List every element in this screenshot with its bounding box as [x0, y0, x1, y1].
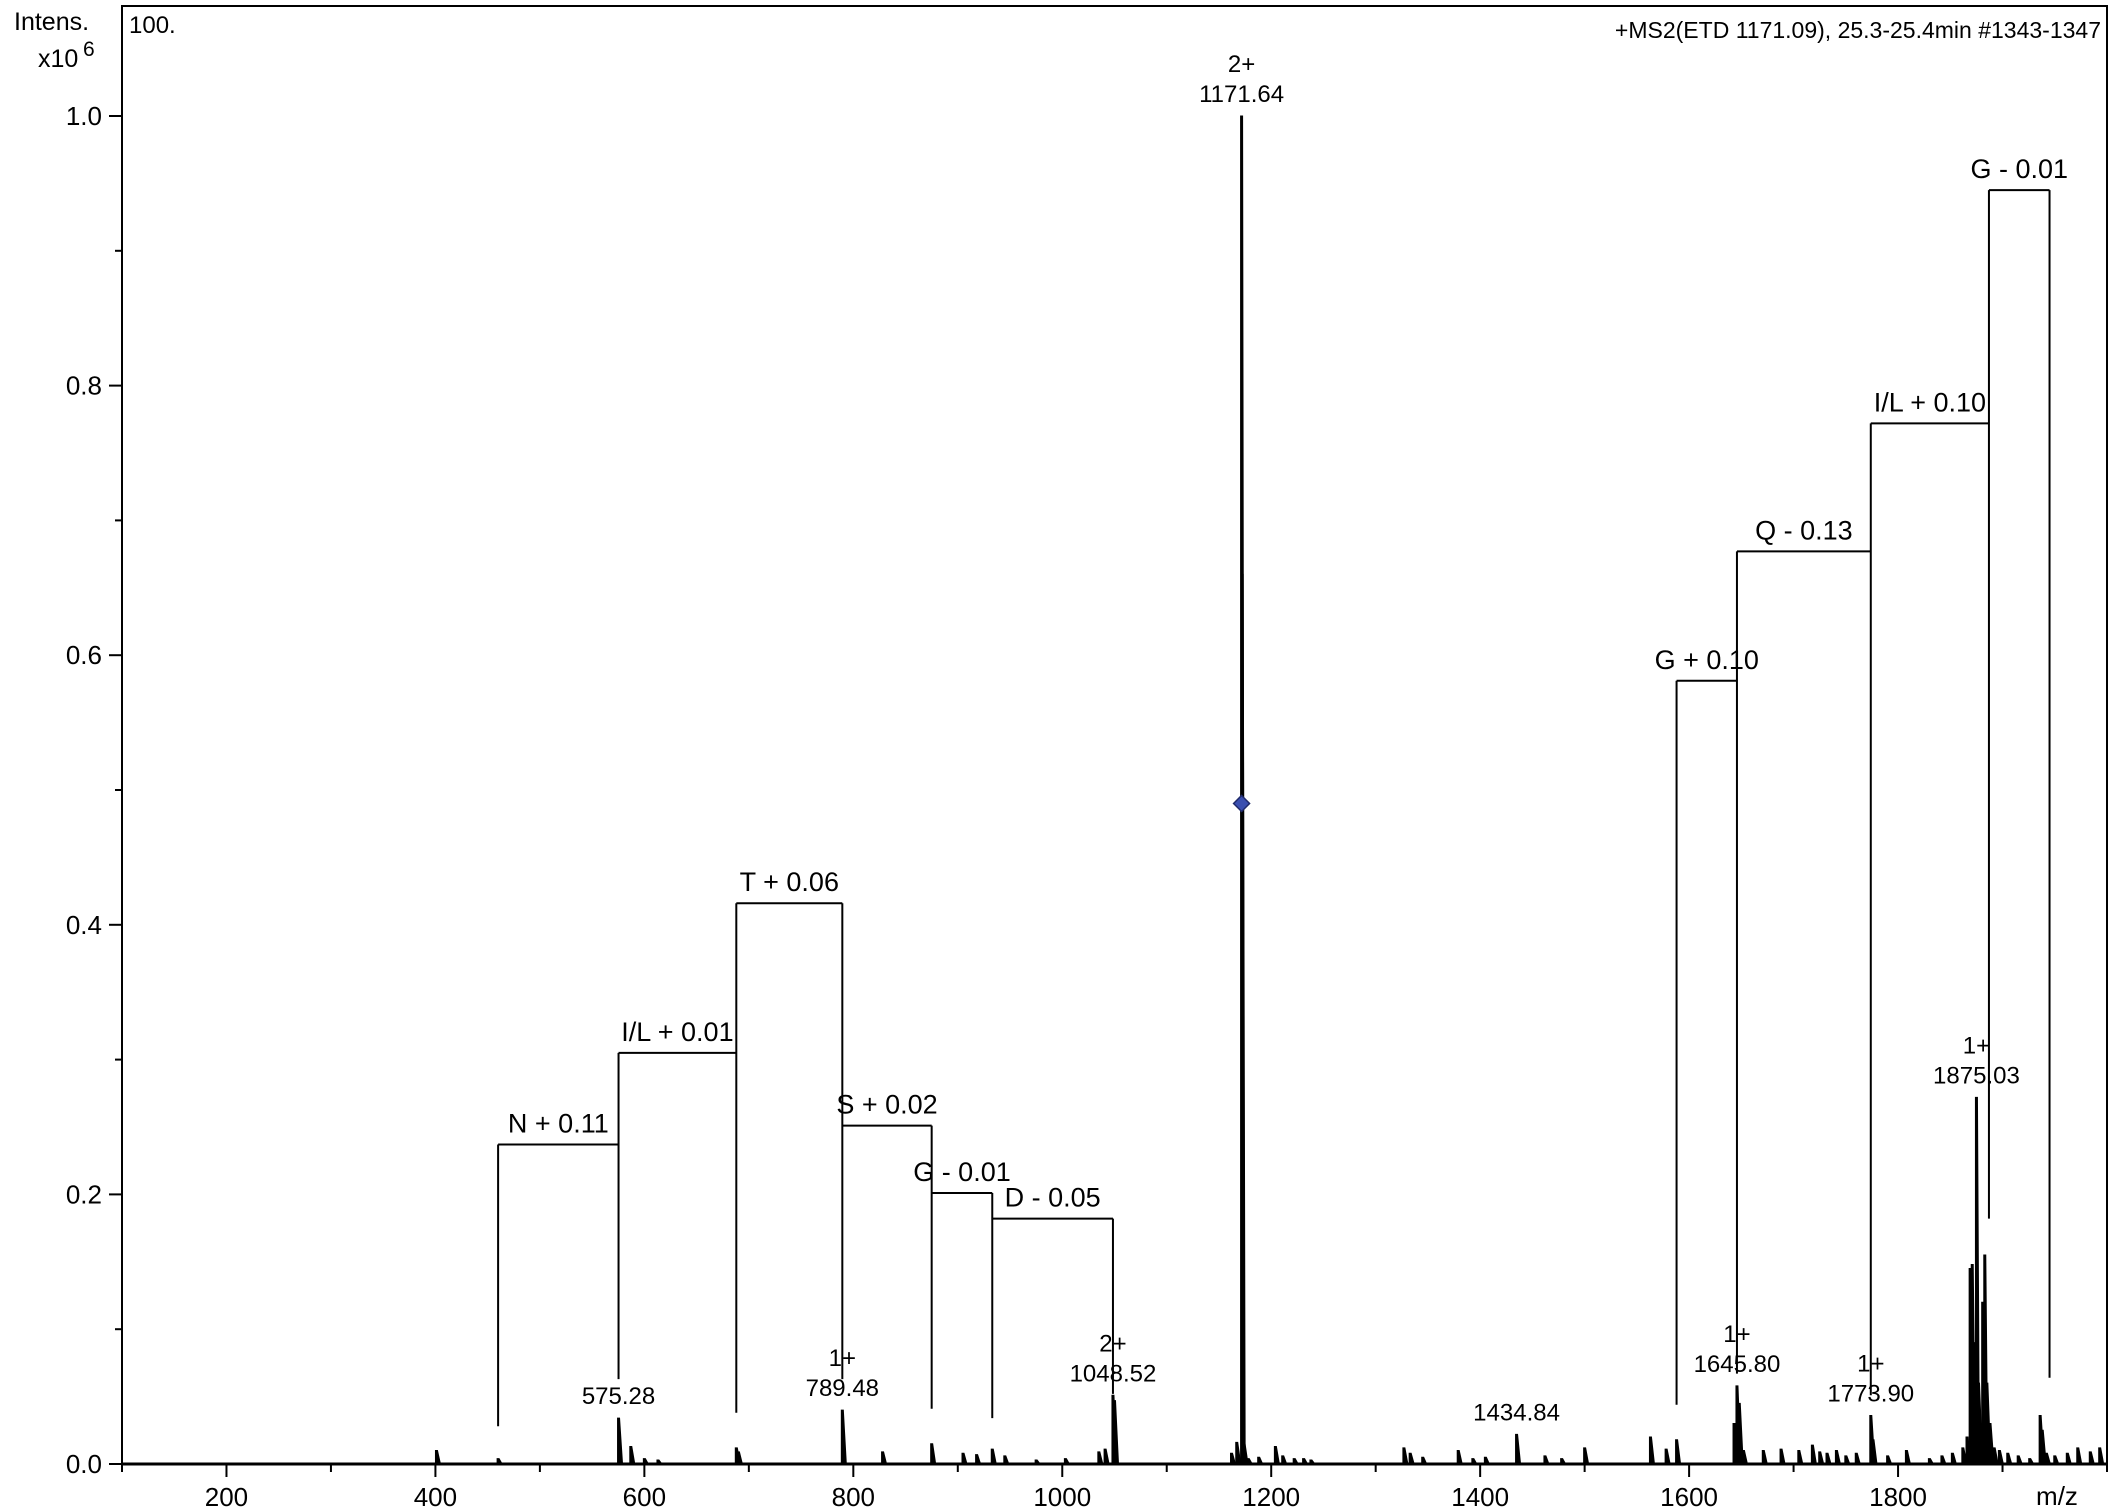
- spectrum-peak: [1515, 1433, 1522, 1465]
- spectrum-peak: [1834, 1450, 1842, 1465]
- spectrum-peak: [1741, 1450, 1749, 1465]
- peak-mz-label: 1645.80: [1694, 1351, 1781, 1378]
- spectrum-peak: [1648, 1436, 1656, 1465]
- spectrum-peak: [1273, 1445, 1280, 1465]
- spectrum-peak: [2044, 1452, 2052, 1465]
- y-axis-exponent-base: x10: [38, 45, 78, 73]
- spectrum-peak: [1871, 1439, 1878, 1465]
- spectrum-peak: [840, 1409, 847, 1465]
- peak-labels: 575.28 789.48 1+ 1048.52 2+ 1171.64 2+ 1434.84 1…: [582, 51, 2020, 1426]
- residue-label: Q - 0.13: [1755, 515, 1853, 545]
- spectrum-peak: [1664, 1448, 1671, 1465]
- y-axis-exponent-power: 6: [83, 38, 95, 61]
- x-tick-label: 800: [832, 1482, 875, 1511]
- x-tick-label: 1000: [1033, 1482, 1091, 1511]
- spectrum-peak: [1950, 1452, 1958, 1465]
- residue-label: I/L + 0.01: [621, 1017, 733, 1047]
- spectrum-peak: [1235, 1441, 1242, 1465]
- peak-charge-label: 1+: [1963, 1032, 1990, 1059]
- spectrum-peaks: [434, 115, 2105, 1465]
- precursor-marker: [1232, 794, 1251, 813]
- peak-mz-label: 575.28: [582, 1383, 655, 1410]
- scale-label: 100.: [129, 12, 176, 39]
- y-tick-label: 0.4: [66, 910, 102, 940]
- spectrum-peak: [2098, 1447, 2105, 1465]
- axes: 200 400 600 800 1000 1200 1400 1600 1800 0.0 0.2 0.…: [66, 6, 2108, 1511]
- spectrum-peak: [1583, 1447, 1590, 1465]
- spectrum-peak: [1456, 1450, 1463, 1465]
- spectrum-peak: [434, 1450, 442, 1465]
- spectrum-peak: [1675, 1439, 1682, 1465]
- residue-label: G - 0.01: [913, 1157, 1011, 1187]
- spectrum-peak: [617, 1417, 624, 1465]
- spectrum-peak: [1402, 1447, 1409, 1465]
- spectrum-peak: [629, 1445, 636, 1465]
- sequence-ladder: N + 0.11 I/L + 0.01 T + 0.06 S + 0.02 G - 0.…: [497, 154, 2068, 1427]
- peak-charge-label: 1+: [829, 1345, 856, 1372]
- y-tick-label: 0.2: [66, 1179, 102, 1209]
- x-tick-label: 1200: [1242, 1482, 1300, 1511]
- y-axis-title: Intens.: [14, 8, 89, 36]
- x-tick-label: 400: [414, 1482, 457, 1511]
- y-tick-label: 0.0: [66, 1449, 102, 1479]
- y-tick-label: 0.8: [66, 371, 102, 401]
- x-tick-label: 1800: [1869, 1482, 1927, 1511]
- spectrum-peak: [1810, 1444, 1817, 1465]
- x-tick-label: 1600: [1660, 1482, 1718, 1511]
- spectrum-peak: [1097, 1451, 1104, 1465]
- peak-mz-label: 1773.90: [1827, 1380, 1914, 1407]
- spectrum-peak: [1818, 1451, 1825, 1465]
- peak-mz-label: 1434.84: [1473, 1399, 1560, 1426]
- spectrum-peak: [1825, 1452, 1832, 1465]
- residue-label: S + 0.02: [836, 1090, 937, 1120]
- spectrum-peak: [1113, 1400, 1120, 1465]
- spectrum-peak: [1992, 1447, 1999, 1465]
- spectrum-peak: [930, 1443, 937, 1465]
- peak-mz-label: 789.48: [806, 1375, 879, 1402]
- y-tick-label: 0.6: [66, 640, 102, 670]
- residue-label: G - 0.01: [1970, 154, 2068, 184]
- spectrum-title: +MS2(ETD 1171.09), 25.3-25.4min #1343-13…: [1615, 17, 2101, 43]
- y-tick-label: 1.0: [66, 101, 102, 131]
- spectrum-peak: [1997, 1450, 2005, 1465]
- spectrum-peak: [881, 1451, 888, 1465]
- spectrum-peak: [1408, 1452, 1415, 1465]
- peak-charge-label: 2+: [1228, 51, 1255, 78]
- peak-charge-label: 2+: [1099, 1330, 1126, 1357]
- spectrum-peak: [1854, 1452, 1861, 1465]
- spectrum-peak: [961, 1452, 968, 1465]
- spectrum-peak: [1240, 573, 1246, 1465]
- x-tick-label: 600: [623, 1482, 666, 1511]
- residue-label: G + 0.10: [1655, 645, 1759, 675]
- spectrum-peak: [1761, 1450, 1768, 1465]
- x-axis-title: m/z: [2036, 1481, 2078, 1511]
- peak-mz-label: 1048.52: [1070, 1360, 1157, 1387]
- spectrum-peak: [1797, 1450, 1804, 1465]
- spectrum-peak: [1230, 1452, 1237, 1465]
- spectrum-peak: [1904, 1450, 1912, 1465]
- x-tick-label: 1400: [1451, 1482, 1509, 1511]
- plot-frame: [121, 5, 2108, 1465]
- peak-charge-label: 1+: [1857, 1350, 1884, 1377]
- peak-mz-label: 1875.03: [1933, 1062, 2020, 1089]
- precursor-marker-group: [1232, 794, 1251, 813]
- spectrum-peak: [736, 1451, 744, 1465]
- residue-label: I/L + 0.10: [1874, 387, 1986, 417]
- residue-label: N + 0.11: [508, 1109, 609, 1139]
- spectrum-peak: [2065, 1452, 2072, 1465]
- spectrum-peak: [1103, 1448, 1110, 1465]
- spectrum-peak: [990, 1448, 997, 1465]
- residue-label: T + 0.06: [740, 867, 839, 897]
- x-tick-label: 200: [205, 1482, 248, 1511]
- peak-mz-label: 1171.64: [1199, 81, 1284, 108]
- residue-label: D - 0.05: [1005, 1183, 1101, 1213]
- spectrum-peak: [2006, 1452, 2013, 1465]
- spectrum-peak: [2088, 1451, 2095, 1465]
- peak-charge-label: 1+: [1723, 1321, 1750, 1348]
- spectrum-peak: [1779, 1448, 1786, 1465]
- spectrum-peak: [2076, 1447, 2083, 1465]
